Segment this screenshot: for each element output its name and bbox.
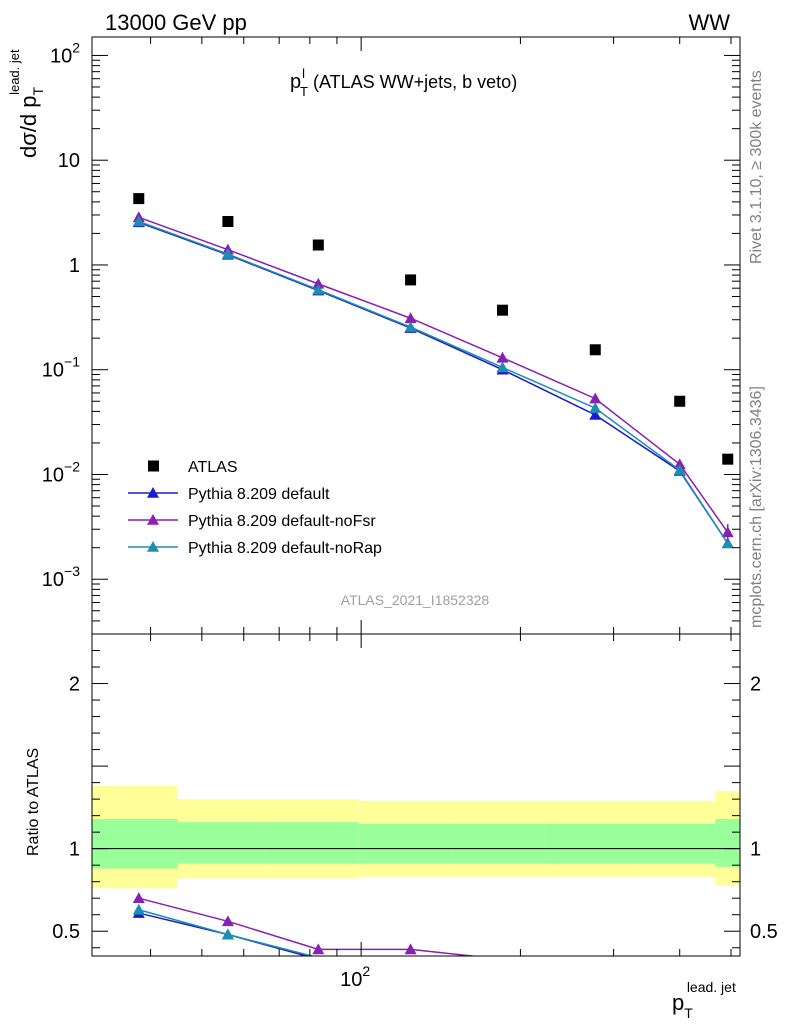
x-tick-label: 102: [340, 963, 370, 991]
y-tick-label: 102: [50, 39, 80, 67]
mc-line-noRap: [138, 220, 729, 544]
header-left: 13000 GeV pp: [105, 10, 247, 35]
y-tick-label: 10−2: [42, 458, 80, 486]
y-tick-label: 10−3: [42, 563, 80, 591]
x-axis-label-sub: T: [684, 1005, 693, 1021]
ratio-y-tick-label: 0.5: [52, 921, 80, 943]
ratio-line-default: [138, 912, 310, 956]
uncertainty-band-inner: [265, 822, 359, 864]
x-axis-label-sup: lead. jet: [687, 979, 736, 995]
ratio-line-noRap: [138, 909, 315, 956]
legend-label: ATLAS: [188, 459, 238, 476]
mc-marker-noFsr: [589, 392, 602, 404]
y-tick-label: 10−1: [42, 354, 80, 382]
mc-marker-noRap: [404, 321, 417, 332]
atlas-data-point: [722, 453, 734, 465]
legend: ATLAS Pythia 8.209 default Pythia 8.209 de…: [128, 459, 382, 557]
y-tick-label: 10: [58, 150, 80, 172]
y-tick-label-exp: −3: [64, 563, 80, 579]
ratio-y-tick-label: 2: [69, 674, 80, 696]
mc-marker-noRap: [132, 215, 145, 227]
legend-marker-default: [147, 487, 159, 498]
uncertainty-band-inner: [637, 823, 716, 864]
y-axis-label: dσ/d pTlead. jet: [7, 49, 46, 158]
legend-label: Pythia 8.209 default: [188, 486, 330, 503]
legend-marker-noRap: [147, 541, 159, 552]
ratio-y-label: Ratio to ATLAS: [25, 748, 42, 856]
legend-label: Pythia 8.209 default-noRap: [188, 540, 382, 557]
uncertainty-band-inner: [451, 823, 545, 864]
uncertainty-band-inner: [715, 818, 740, 867]
header-right: WW: [688, 10, 730, 35]
atlas-data-point: [312, 239, 324, 251]
ratio-marker-noFsr: [221, 915, 234, 927]
ratio-y-tick-label: 1: [750, 839, 761, 861]
ratio-frame: [91, 633, 741, 957]
plot-title-sup: l: [302, 66, 305, 81]
plot-title-rest: (ATLAS WW+jets, b veto): [308, 72, 517, 92]
atlas-data-point: [497, 304, 509, 316]
ratio-marker-noFsr: [312, 943, 325, 955]
mc-marker-noFsr: [404, 312, 417, 324]
y-tick-label-base: 10: [42, 569, 64, 591]
y-axis-label-main: dσ/d p: [16, 95, 41, 158]
mc-marker-noFsr: [312, 277, 325, 289]
ratio-marker-noFsr: [132, 892, 145, 904]
y-tick-label-exp: −1: [64, 354, 80, 370]
y-tick-label-exp: 2: [72, 39, 80, 55]
plot-title: pl T (ATLAS WW+jets, b veto): [290, 66, 517, 99]
x-axis-label: pTlead. jet: [672, 979, 736, 1021]
y-tick-label-base: 10: [50, 45, 72, 67]
atlas-data-point: [133, 193, 145, 205]
uncertainty-band-inner: [177, 822, 266, 864]
mc-marker-noFsr: [496, 351, 509, 363]
mcplots-text: mcplots.cern.ch [arXiv:1306.3436]: [748, 386, 765, 628]
uncertainty-band-inner: [92, 818, 178, 869]
legend-marker-noFsr: [147, 514, 159, 525]
atlas-data-point: [405, 274, 417, 286]
x-axis-label-main: p: [672, 990, 684, 1015]
ratio-y-tick-label: 2: [750, 674, 761, 696]
y-axis-label-sub: T: [30, 86, 46, 95]
analysis-watermark: ATLAS_2021_I1852328: [341, 592, 490, 608]
y-tick-label-base: 10: [42, 360, 64, 382]
y-tick-label-base: 10: [42, 464, 64, 486]
y-tick-label-exp: −2: [64, 458, 80, 474]
legend-label: Pythia 8.209 default-noFsr: [188, 513, 376, 530]
ratio-y-tick-label: 1: [69, 839, 80, 861]
ratio-y-tick-label: 0.5: [750, 921, 778, 943]
uncertainty-band-inner: [544, 823, 638, 864]
mc-marker-default: [589, 408, 602, 420]
ratio-panel: [91, 633, 741, 957]
mc-marker-noFsr: [673, 458, 686, 470]
x-tick-label-base: 10: [340, 969, 362, 991]
atlas-data-point: [589, 344, 601, 356]
mc-marker-noRap: [312, 283, 325, 295]
y-axis-label-sup: lead. jet: [7, 49, 22, 95]
mc-marker-noRap: [496, 361, 509, 373]
legend-marker-atlas: [148, 460, 159, 472]
uncertainty-band-inner: [358, 823, 452, 864]
rivet-text: Rivet 3.1.10, ≥ 300k events: [748, 70, 765, 264]
mc-marker-noRap: [221, 248, 234, 259]
y-tick-label: 1: [69, 255, 80, 277]
mc-marker-noRap: [673, 464, 686, 475]
main-panel: [91, 36, 741, 635]
mc-marker-noRap: [721, 537, 734, 549]
atlas-data-point: [674, 395, 686, 407]
svg-text:dσ/d pTlead. jet: dσ/d pTlead. jet: [7, 49, 46, 158]
mc-line-noFsr: [138, 216, 729, 533]
ratio-marker-noRap: [221, 928, 234, 940]
x-tick-label-exp: 2: [362, 963, 370, 979]
ratio-marker-noFsr: [404, 943, 417, 955]
ratio-line-noFsr: [138, 897, 479, 956]
plot-title-sub: T: [300, 84, 308, 99]
mc-marker-noRap: [589, 402, 602, 413]
plot-title-main: p: [290, 71, 301, 93]
atlas-data-point: [222, 215, 234, 227]
ratio-marker-noRap: [132, 903, 145, 915]
